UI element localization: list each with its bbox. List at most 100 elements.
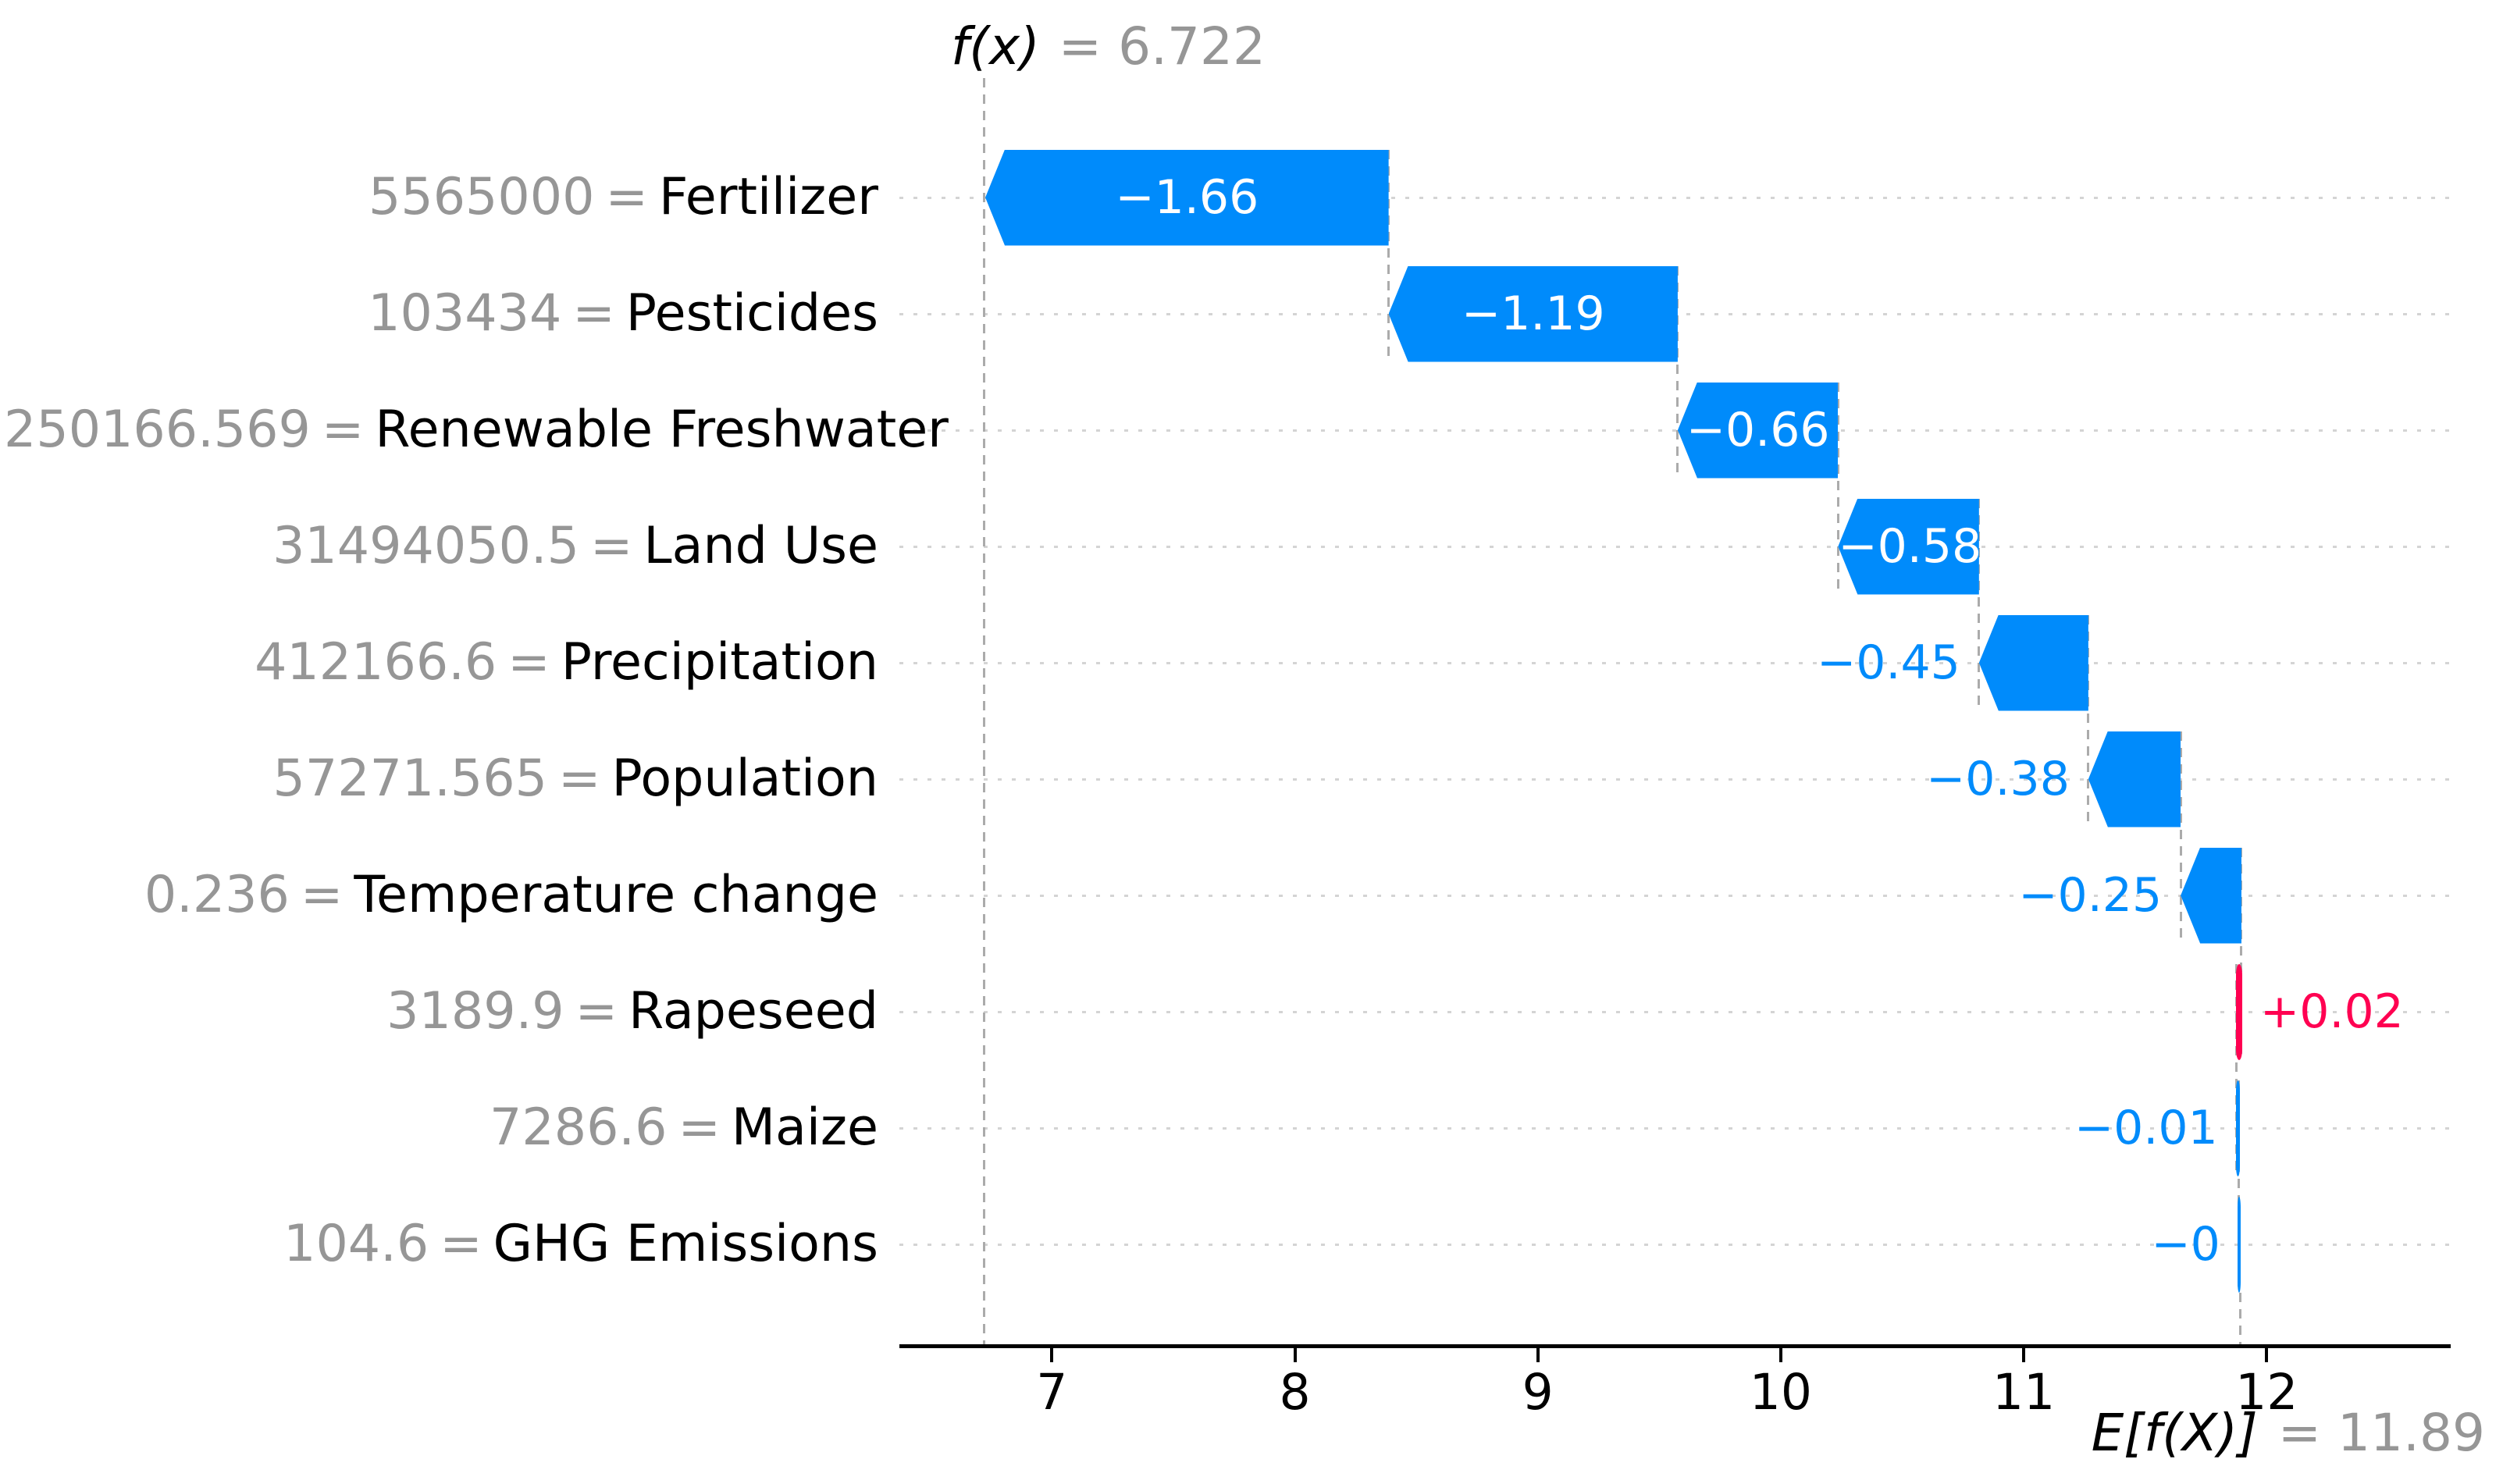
waterfall-bar	[985, 149, 1389, 246]
x-tick	[2265, 1348, 2269, 1362]
efx-dashed-line	[2238, 1292, 2241, 1344]
efx-footer: E[f(X)] = 11.89	[2092, 1402, 2485, 1464]
row-gridline	[899, 1127, 2451, 1130]
waterfall-bar	[2088, 731, 2181, 827]
shap-value-label: −0.66	[1686, 403, 1830, 457]
x-tick-label: 11	[1992, 1364, 2056, 1421]
x-tick-label: 8	[1279, 1364, 1311, 1421]
fx-title: f(x) = 6.722	[951, 16, 1266, 78]
x-tick-label: 9	[1522, 1364, 1554, 1421]
waterfall-bar	[1978, 614, 2088, 711]
feature-name: Rapeseed	[628, 982, 878, 1041]
feature-row-label: 5565000 = Fertilizer	[4, 166, 878, 229]
x-axis-line	[899, 1344, 2451, 1348]
feature-name: Maize	[731, 1098, 878, 1157]
feature-value: 57271.565	[272, 749, 548, 808]
shap-value-label: −1.19	[1461, 286, 1605, 341]
feature-row-label: 250166.569 = Renewable Freshwater	[4, 399, 949, 461]
feature-row-label: 31494050.5 = Land Use	[4, 515, 878, 578]
shap-value-label: −0.45	[1816, 635, 1960, 690]
fx-dashed-line	[983, 78, 986, 1344]
bar-connector-line	[2179, 731, 2182, 944]
equals-sign: =	[558, 749, 601, 808]
equals-sign: =	[572, 284, 615, 343]
bar-connector-line	[1978, 498, 1981, 711]
feature-row-label: 7286.6 = Maize	[4, 1097, 878, 1159]
feature-value: 103434	[368, 284, 562, 343]
row-gridline	[899, 778, 2451, 781]
feature-row-label: 103434 = Pesticides	[4, 283, 878, 345]
equals-sign: =	[678, 1098, 721, 1157]
feature-name: Population	[611, 749, 878, 808]
feature-name: Temperature change	[354, 866, 878, 924]
x-tick-label: 7	[1036, 1364, 1068, 1421]
feature-name: GHG Emissions	[493, 1215, 878, 1273]
row-gridline	[899, 895, 2451, 897]
row-gridline	[899, 429, 2451, 432]
bar-connector-line	[2087, 614, 2090, 827]
x-tick	[2022, 1348, 2026, 1362]
row-gridline	[899, 662, 2451, 664]
equals-sign: =	[321, 400, 365, 459]
feature-value: 31494050.5	[272, 517, 579, 575]
waterfall-bar	[1838, 498, 1979, 595]
bar-connector-line	[2240, 847, 2243, 1060]
equals-sign: =	[300, 866, 344, 924]
row-gridline	[899, 546, 2451, 548]
shap-value-label: −0.58	[1838, 519, 1982, 574]
waterfall-bar	[1388, 265, 1678, 362]
feature-value: 3189.9	[386, 982, 564, 1041]
row-gridline	[899, 197, 2451, 199]
shap-value-label: −0	[2151, 1217, 2220, 1272]
bar-connector-line	[1676, 265, 1679, 479]
feature-row-label: 412166.6 = Precipitation	[4, 632, 878, 694]
x-tick	[1293, 1348, 1297, 1362]
x-tick-label: 10	[1749, 1364, 1812, 1421]
x-tick	[1778, 1348, 1782, 1362]
feature-name: Renewable Freshwater	[375, 400, 949, 459]
feature-value: 104.6	[283, 1215, 429, 1273]
bar-connector-line	[1387, 149, 1390, 362]
feature-name: Land Use	[643, 517, 878, 575]
shap-value-label: −0.01	[2074, 1101, 2218, 1155]
waterfall-bar	[2235, 963, 2242, 1060]
waterfall-bar	[2181, 847, 2241, 944]
x-tick	[1536, 1348, 1540, 1362]
waterfall-bar	[2235, 1080, 2240, 1176]
shap-value-label: −0.25	[2018, 868, 2163, 923]
waterfall-bar	[2238, 1196, 2241, 1293]
x-tick	[1050, 1348, 1054, 1362]
efx-footer-value: = 11.89	[2277, 1403, 2485, 1463]
x-tick-label: 12	[2235, 1364, 2298, 1421]
feature-name: Precipitation	[561, 633, 878, 692]
equals-sign: =	[589, 517, 633, 575]
feature-row-label: 3189.9 = Rapeseed	[4, 980, 878, 1043]
waterfall-bar	[1677, 382, 1839, 479]
equals-sign: =	[440, 1215, 482, 1273]
row-gridline	[899, 1244, 2451, 1246]
bar-connector-line	[2238, 1080, 2241, 1293]
feature-name: Pesticides	[625, 284, 878, 343]
shap-value-label: +0.02	[2259, 984, 2404, 1039]
feature-value: 412166.6	[255, 633, 497, 692]
feature-value: 7286.6	[490, 1098, 668, 1157]
bar-connector-line	[2235, 963, 2238, 1176]
equals-sign: =	[507, 633, 550, 692]
feature-row-label: 104.6 = GHG Emissions	[4, 1213, 878, 1276]
feature-name: Fertilizer	[658, 168, 878, 226]
fx-title-value: = 6.722	[1058, 16, 1266, 77]
feature-value: 250166.569	[4, 400, 311, 459]
feature-row-label: 57271.565 = Population	[4, 748, 879, 810]
equals-sign: =	[605, 168, 648, 226]
shap-value-label: −0.38	[1926, 752, 2070, 806]
bar-connector-line	[1836, 382, 1839, 595]
efx-footer-label: E[f(X)]	[2091, 1403, 2258, 1463]
equals-sign: =	[575, 982, 618, 1041]
row-gridline	[899, 1011, 2451, 1013]
feature-value: 5565000	[368, 168, 595, 226]
shap-value-label: −1.66	[1115, 170, 1259, 225]
feature-value: 0.236	[144, 866, 290, 924]
fx-title-label: f(x)	[951, 16, 1040, 77]
feature-row-label: 0.236 = Temperature change	[4, 864, 878, 927]
